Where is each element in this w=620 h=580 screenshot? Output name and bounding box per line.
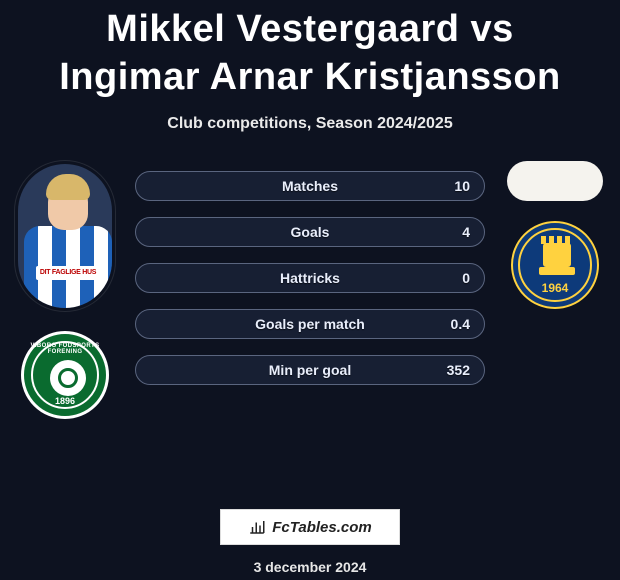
club-crest-left: VIBORG FODSPORTS FORENING 1896 [21, 331, 109, 419]
crest-left-year: 1896 [24, 396, 106, 406]
stat-value-right: 0.4 [451, 316, 470, 332]
crest-left-toptext: VIBORG FODSPORTS FORENING [24, 343, 106, 355]
left-column: DIT FAGLIGE HUS VIBORG FODSPORTS FORENIN… [10, 161, 120, 419]
stat-label: Goals [291, 224, 330, 240]
brand-link[interactable]: FcTables.com [220, 509, 400, 545]
stat-value-right: 0 [462, 270, 470, 286]
stat-label: Matches [282, 178, 338, 194]
chart-icon [248, 518, 266, 536]
stat-value-right: 10 [454, 178, 470, 194]
stat-value-right: 4 [462, 224, 470, 240]
stat-label: Min per goal [269, 362, 351, 378]
stat-row-hattricks: Hattricks 0 [135, 263, 485, 293]
subtitle: Club competitions, Season 2024/2025 [0, 115, 620, 133]
comparison-panel: DIT FAGLIGE HUS VIBORG FODSPORTS FORENIN… [0, 161, 620, 461]
stat-label: Hattricks [280, 270, 340, 286]
crest-right-year: 1964 [513, 281, 597, 295]
right-column: 1964 [500, 161, 610, 309]
stat-value-right: 352 [447, 362, 470, 378]
stats-list: Matches 10 Goals 4 Hattricks 0 Goals per… [135, 171, 485, 385]
brand-label: FcTables.com [272, 519, 371, 536]
date-text: 3 december 2024 [0, 559, 620, 575]
player-photo-right-placeholder [507, 161, 603, 201]
club-crest-right: 1964 [511, 221, 599, 309]
stat-row-goals: Goals 4 [135, 217, 485, 247]
stat-row-goals-per-match: Goals per match 0.4 [135, 309, 485, 339]
jersey-sponsor-text: DIT FAGLIGE HUS [36, 266, 100, 280]
page-title: Mikkel Vestergaard vs Ingimar Arnar Kris… [0, 0, 620, 101]
stat-row-matches: Matches 10 [135, 171, 485, 201]
stat-row-min-per-goal: Min per goal 352 [135, 355, 485, 385]
player-photo-left: DIT FAGLIGE HUS [15, 161, 115, 311]
stat-label: Goals per match [255, 316, 365, 332]
